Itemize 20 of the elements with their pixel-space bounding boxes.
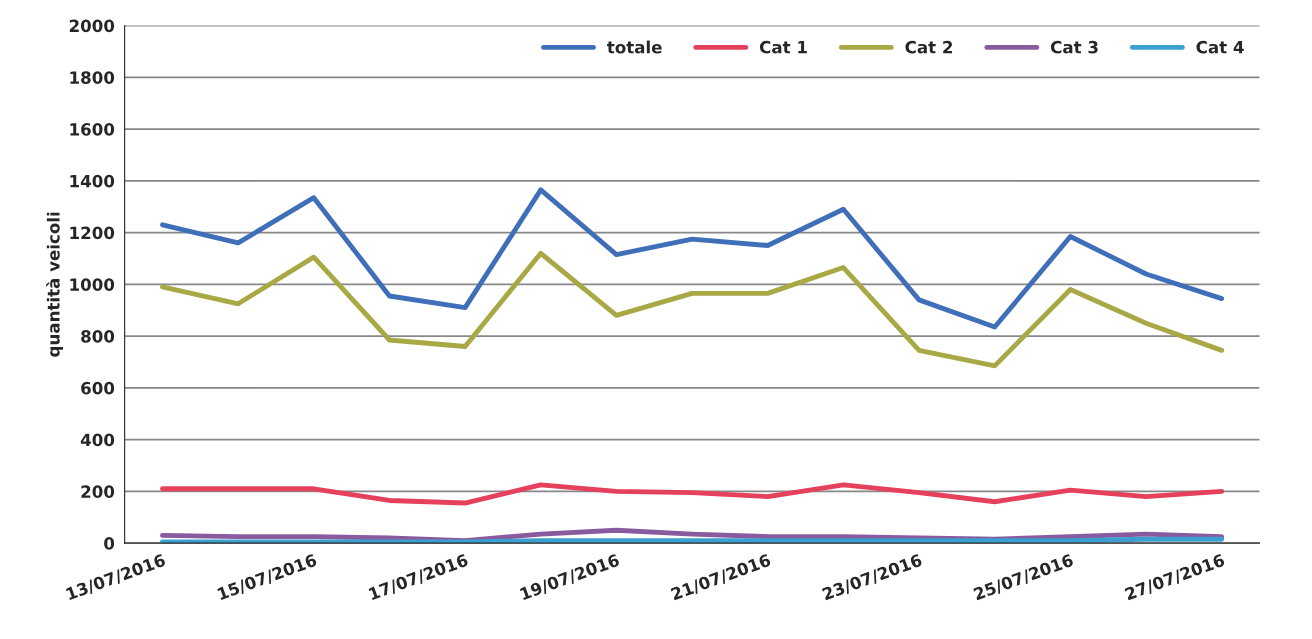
y-axis-title: quantità veicoli <box>46 212 63 357</box>
y-tick-label: 400 <box>80 433 115 447</box>
y-tick-label: 1400 <box>70 174 115 188</box>
legend-label: Cat 2 <box>905 40 953 54</box>
y-tick-label: 200 <box>81 485 115 498</box>
y-tick-label: 1600 <box>70 123 115 136</box>
legend-label: Cat 4 <box>1196 40 1244 54</box>
y-tick-label: 1800 <box>70 71 115 84</box>
line-series <box>160 187 1225 330</box>
legend-label: Cat 1 <box>759 40 807 54</box>
y-tick-label: 600 <box>81 381 115 395</box>
y-tick-label: 800 <box>81 330 115 343</box>
legend-label: totale <box>607 40 662 54</box>
y-tick-label: 1200 <box>70 226 115 240</box>
line-series <box>160 482 1225 506</box>
y-tick-label: 2000 <box>69 19 115 33</box>
legend-label: Cat 3 <box>1051 40 1098 54</box>
y-tick-label: 0 <box>104 537 115 550</box>
line-series <box>160 250 1225 369</box>
y-tick-label: 1000 <box>70 278 115 291</box>
